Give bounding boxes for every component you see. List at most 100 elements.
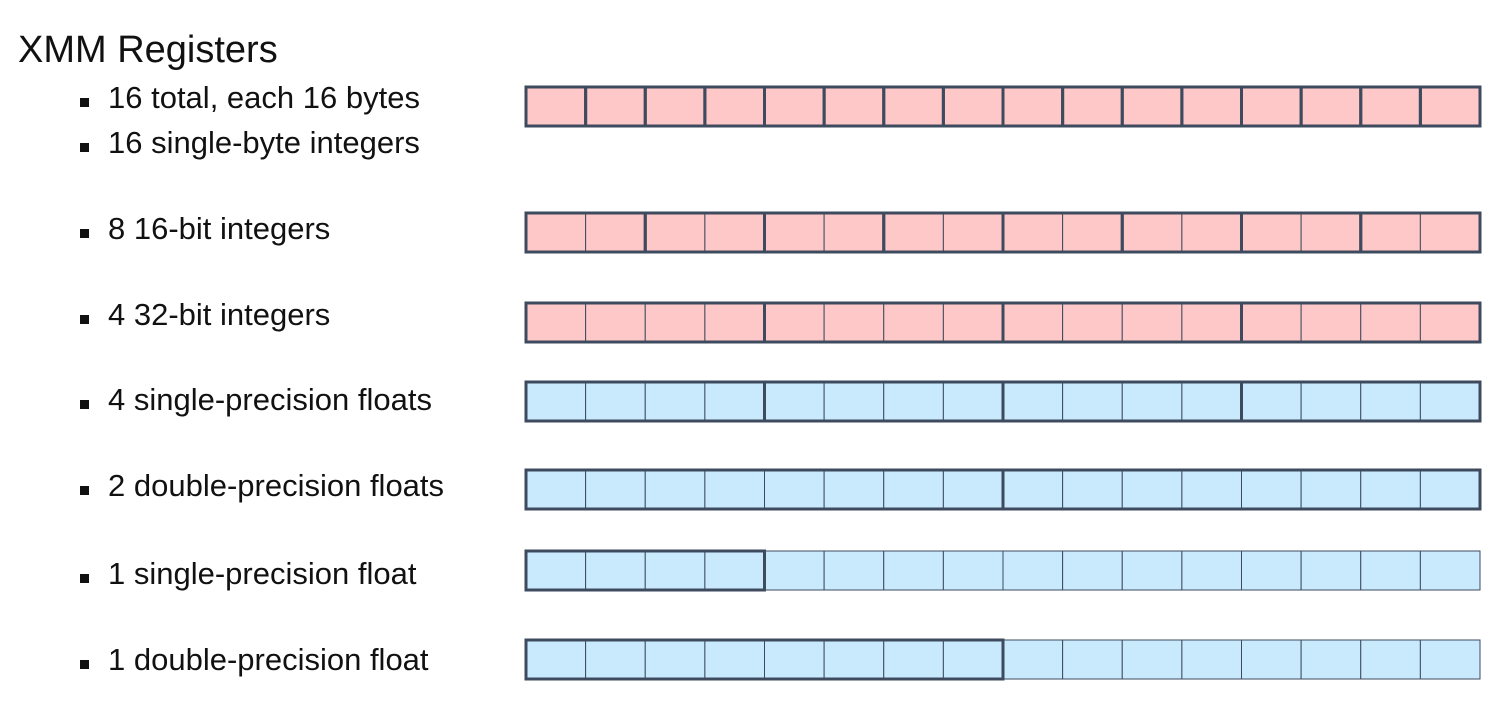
bullet-item: 4 32-bit integers: [80, 295, 330, 335]
byte-cell: [1300, 550, 1362, 591]
byte-cell: [942, 86, 1004, 127]
byte-cell: [1419, 86, 1481, 127]
byte-cell: [942, 302, 1004, 343]
bullet-item: 4 single-precision floats: [80, 380, 432, 420]
byte-cell: [1360, 550, 1421, 591]
bullet-text: 4 32-bit integers: [108, 297, 331, 332]
register-row: [524, 638, 1481, 681]
byte-cell: [1002, 86, 1064, 127]
byte-cell: [644, 212, 706, 253]
byte-cell: [823, 302, 885, 343]
bullet-text: 8 16-bit integers: [108, 211, 331, 246]
byte-cell: [704, 86, 765, 127]
bullet-text: 16 total, each 16 bytes: [108, 80, 420, 115]
byte-cell: [1181, 86, 1242, 127]
byte-cell: [942, 550, 1004, 591]
byte-cell: [1121, 86, 1183, 127]
byte-cell: [1121, 639, 1183, 680]
byte-cell: [1300, 302, 1362, 343]
byte-cell: [764, 302, 825, 343]
byte-cell: [823, 469, 885, 510]
byte-cell: [1241, 381, 1302, 422]
byte-cell: [764, 469, 825, 510]
byte-cell: [1241, 302, 1302, 343]
byte-cell: [1062, 381, 1123, 422]
byte-cell: [764, 86, 825, 127]
element-outline: [1240, 301, 1482, 344]
byte-cell: [1181, 550, 1242, 591]
register-row: [524, 85, 1482, 128]
register-row: [524, 468, 1482, 511]
bullet-text: 2 double-precision floats: [108, 468, 445, 503]
byte-cell: [1062, 550, 1123, 591]
byte-cell: [644, 302, 706, 343]
byte-cell: [1419, 639, 1481, 680]
element-outline: [1418, 85, 1482, 128]
byte-cell: [942, 469, 1004, 510]
byte-cell: [1121, 550, 1183, 591]
byte-cell: [644, 550, 706, 591]
byte-cell: [1121, 212, 1183, 253]
byte-cell: [1002, 639, 1064, 680]
byte-cell: [1241, 469, 1302, 510]
byte-cell: [525, 550, 587, 591]
square-bullet-icon: [80, 659, 89, 669]
byte-cell: [823, 550, 885, 591]
byte-cell: [585, 381, 646, 422]
byte-cell: [1300, 381, 1362, 422]
byte-cell: [883, 86, 944, 127]
byte-cell: [764, 639, 825, 680]
square-bullet-icon: [80, 97, 89, 107]
byte-cell: [1241, 212, 1302, 253]
register-row: [524, 380, 1482, 423]
byte-cell: [1002, 302, 1064, 343]
byte-cell: [704, 212, 765, 253]
byte-cell: [1360, 302, 1421, 343]
byte-cell: [1002, 212, 1064, 253]
slide-title: XMM Registers: [18, 29, 278, 71]
byte-cell: [644, 381, 706, 422]
byte-cell: [525, 639, 587, 680]
byte-cell: [525, 381, 587, 422]
element-outline: [524, 638, 1005, 681]
byte-cell: [1062, 469, 1123, 510]
square-bullet-icon: [80, 142, 89, 152]
byte-cell: [764, 550, 825, 591]
byte-cell: [585, 639, 646, 680]
byte-cell: [883, 550, 944, 591]
byte-cell: [942, 212, 1004, 253]
byte-cell: [704, 550, 765, 591]
register-row: [524, 211, 1482, 254]
byte-cell: [1002, 550, 1064, 591]
byte-cell: [1002, 381, 1064, 422]
byte-cell: [1062, 86, 1123, 127]
element-outline: [1001, 468, 1482, 511]
byte-cell: [1241, 86, 1302, 127]
bullet-item: 1 single-precision float: [80, 554, 416, 594]
byte-cell: [1360, 469, 1421, 510]
register-row: [524, 549, 1481, 592]
bullet-list: 16 total, each 16 bytes 16 single-byte i…: [0, 0, 520, 716]
byte-cell: [823, 212, 885, 253]
element-outline: [1359, 211, 1482, 254]
byte-cell: [585, 86, 646, 127]
byte-cell: [1241, 550, 1302, 591]
byte-cell: [704, 469, 765, 510]
square-bullet-icon: [80, 314, 89, 324]
square-bullet-icon: [80, 573, 89, 583]
bullet-item: 16 total, each 16 bytes: [80, 78, 420, 118]
byte-cell: [823, 381, 885, 422]
byte-cell: [1121, 302, 1183, 343]
bullet-text: 4 single-precision floats: [108, 382, 432, 417]
register-row: [524, 301, 1482, 344]
bullet-item: 16 single-byte integers: [80, 123, 420, 163]
byte-cell: [644, 469, 706, 510]
byte-cell: [883, 639, 944, 680]
byte-cell: [1360, 639, 1421, 680]
byte-cell: [1360, 212, 1421, 253]
byte-cell: [525, 86, 587, 127]
byte-cell: [764, 212, 825, 253]
byte-cell: [883, 302, 944, 343]
byte-cell: [585, 550, 646, 591]
byte-cell: [1419, 302, 1481, 343]
